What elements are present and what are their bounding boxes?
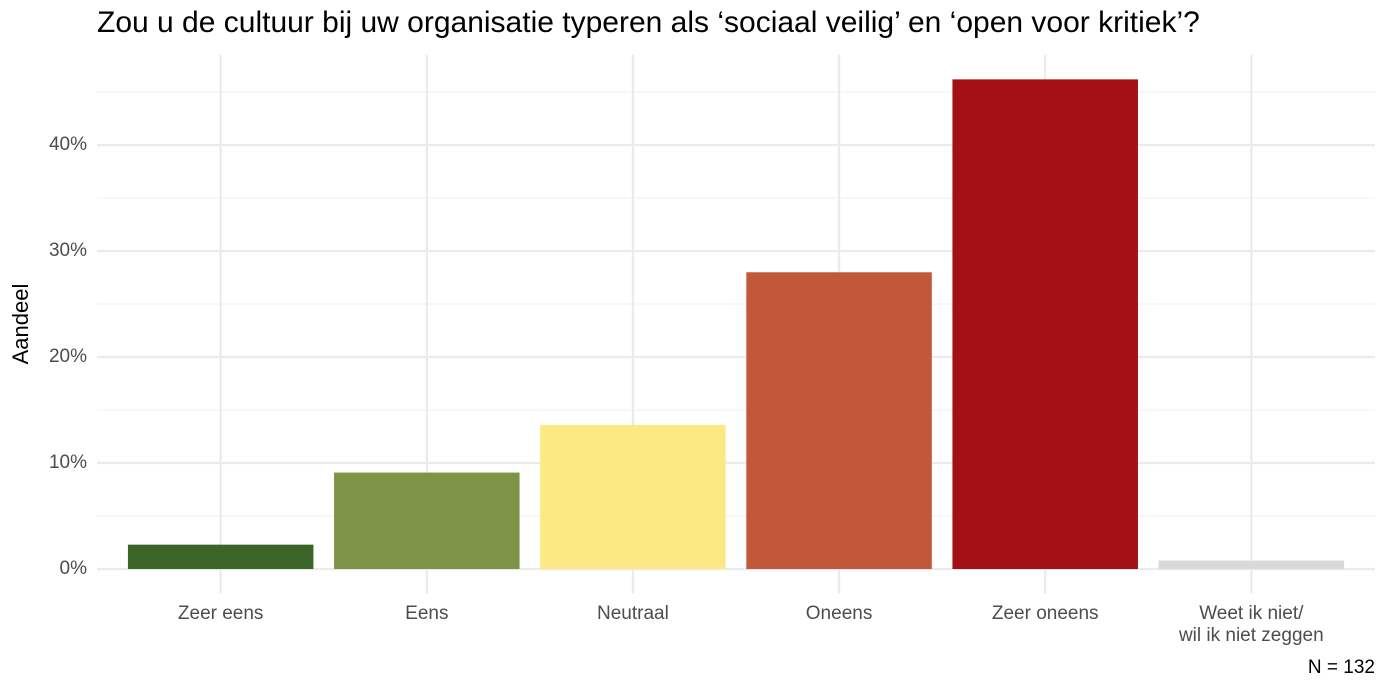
x-tick-label: Weet ik niet/ wil ik niet zeggen — [1178, 603, 1324, 646]
y-tick-label: 30% — [49, 240, 87, 261]
bar — [540, 424, 726, 570]
bar — [1158, 560, 1345, 570]
x-tick-label: Zeer oneens — [991, 603, 1099, 624]
y-tick-label: 0% — [60, 558, 88, 579]
y-tick-label: 40% — [49, 134, 87, 155]
x-tick-label: Oneens — [805, 603, 873, 624]
chart-title: Zou u de cultuur bij uw organisatie type… — [97, 6, 1200, 39]
x-tick-label: Neutraal — [597, 603, 669, 624]
bar — [952, 79, 1138, 570]
x-tick-label: Zeer eens — [177, 603, 264, 624]
bar — [746, 272, 932, 570]
bar — [127, 544, 314, 570]
y-axis-title: Aandeel — [8, 284, 33, 365]
y-tick-label: 10% — [49, 452, 87, 473]
caption: N = 132 — [1308, 657, 1375, 678]
y-tick-label: 20% — [49, 346, 87, 367]
bar — [334, 472, 520, 570]
x-tick-label: Eens — [405, 603, 449, 624]
